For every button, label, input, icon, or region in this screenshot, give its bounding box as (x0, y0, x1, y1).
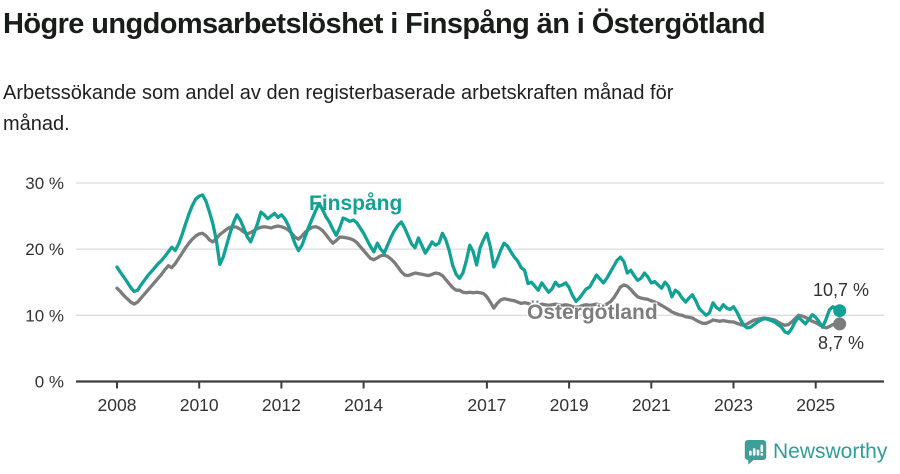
y-tick-label-10: 10 % (25, 306, 64, 325)
x-tick-label-2010: 2010 (180, 395, 219, 415)
x-tick-label-2014: 2014 (344, 395, 383, 415)
end-dot-finspång (833, 304, 847, 318)
x-tick-label-2008: 2008 (98, 395, 137, 415)
newsworthy-icon (744, 440, 767, 465)
y-tick-label-0: 0 % (35, 373, 64, 392)
chart-subtitle: Arbetssökande som andel av den registerb… (3, 78, 863, 140)
x-tick-label-2017: 2017 (467, 395, 506, 415)
series-line-finspång (115, 193, 842, 335)
subtitle-line-1: Arbetssökande som andel av den registerb… (3, 82, 674, 104)
series-label-ostergotland: Östergötland (527, 301, 658, 324)
end-dot-östergötland (833, 317, 847, 331)
page-title: Högre ungdomsarbetslöshet i Finspång än … (3, 8, 766, 40)
series-line-östergötland (115, 224, 842, 330)
end-value-ostergotland: 8,7 % (818, 333, 865, 353)
x-tick-label-2025: 2025 (796, 395, 835, 415)
y-tick-label-20: 20 % (25, 240, 64, 259)
subtitle-line-2: månad. (3, 113, 70, 135)
end-value-finspang: 10,7 % (813, 280, 870, 300)
x-tick-label-2021: 2021 (632, 395, 671, 415)
x-tick-label-2023: 2023 (714, 395, 753, 415)
y-tick-label-30: 30 % (25, 174, 64, 193)
newsworthy-wordmark: Newsworthy (773, 440, 888, 463)
series-label-finspang: Finspång (309, 192, 403, 215)
x-tick-label-2012: 2012 (262, 395, 301, 415)
x-tick-label-2019: 2019 (550, 395, 589, 415)
newsworthy-logo: Newsworthy (744, 439, 887, 465)
